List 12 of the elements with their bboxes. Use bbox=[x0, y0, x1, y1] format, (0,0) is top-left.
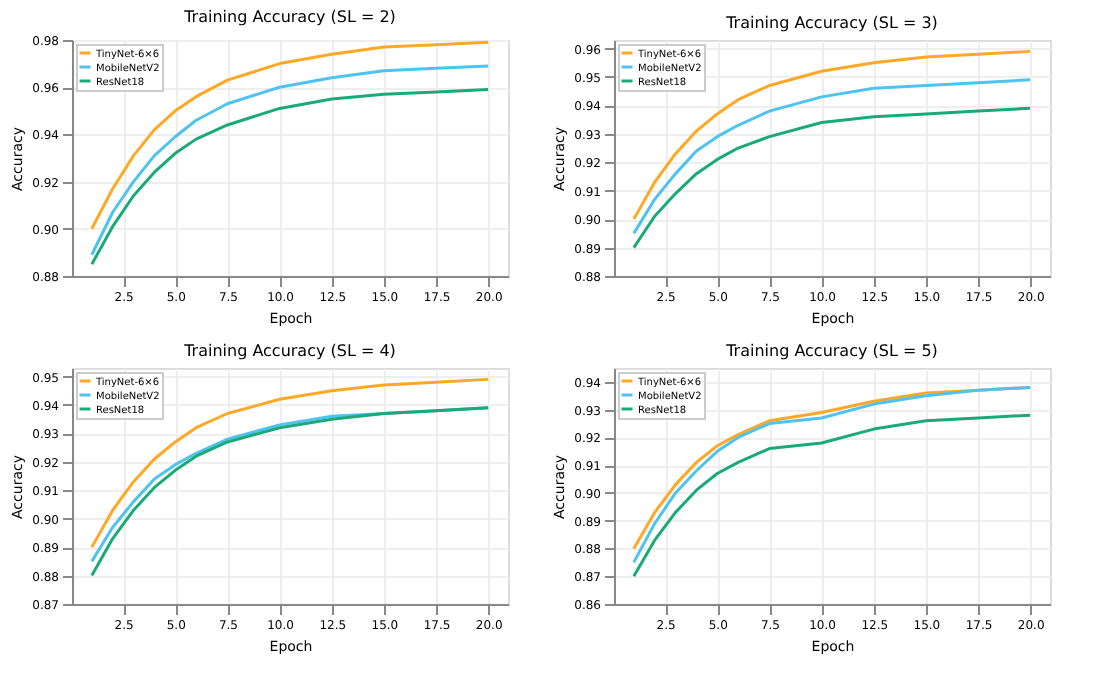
line-series bbox=[632, 413, 1032, 578]
line-series bbox=[90, 88, 490, 266]
line-series bbox=[90, 40, 490, 231]
line-series bbox=[632, 49, 1032, 221]
chart-title: Training Accuracy (SL = 3) bbox=[724, 14, 938, 32]
line-series bbox=[632, 78, 1032, 235]
chart-title: Training Accuracy (SL = 5) bbox=[724, 342, 938, 360]
line-series bbox=[90, 377, 490, 549]
chart-title: Training Accuracy (SL = 4) bbox=[182, 342, 396, 360]
line-series bbox=[90, 64, 490, 257]
chart-title: Training Accuracy (SL = 2) bbox=[182, 8, 396, 26]
line-series bbox=[632, 106, 1032, 250]
